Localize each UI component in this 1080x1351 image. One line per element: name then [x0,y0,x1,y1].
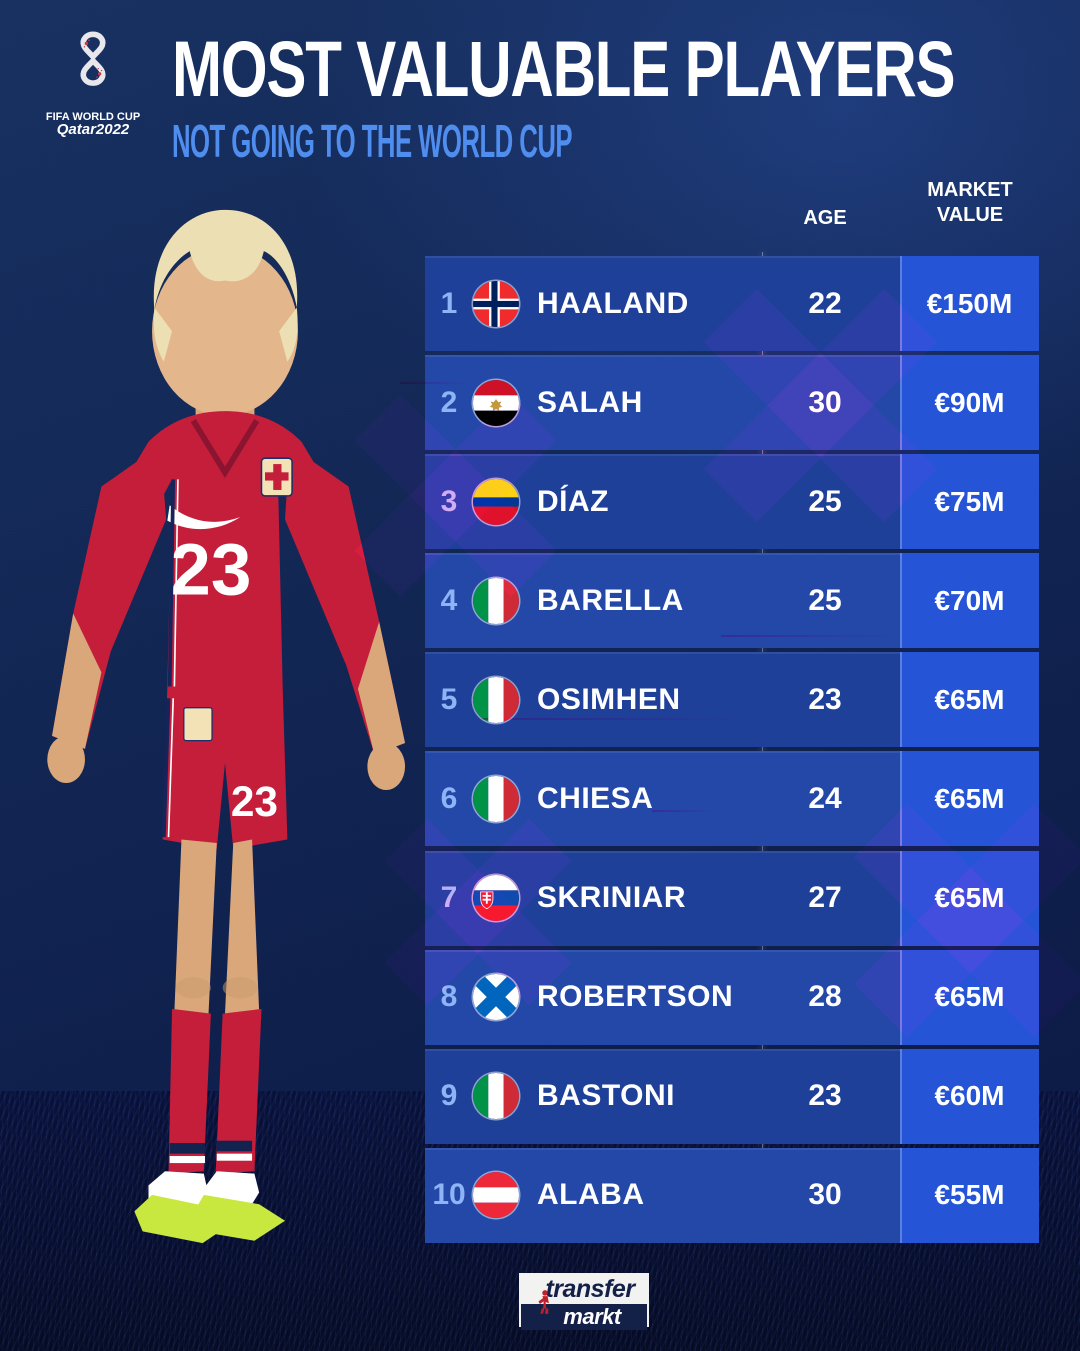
svg-text:23: 23 [231,778,278,825]
svg-text:23: 23 [170,530,251,611]
